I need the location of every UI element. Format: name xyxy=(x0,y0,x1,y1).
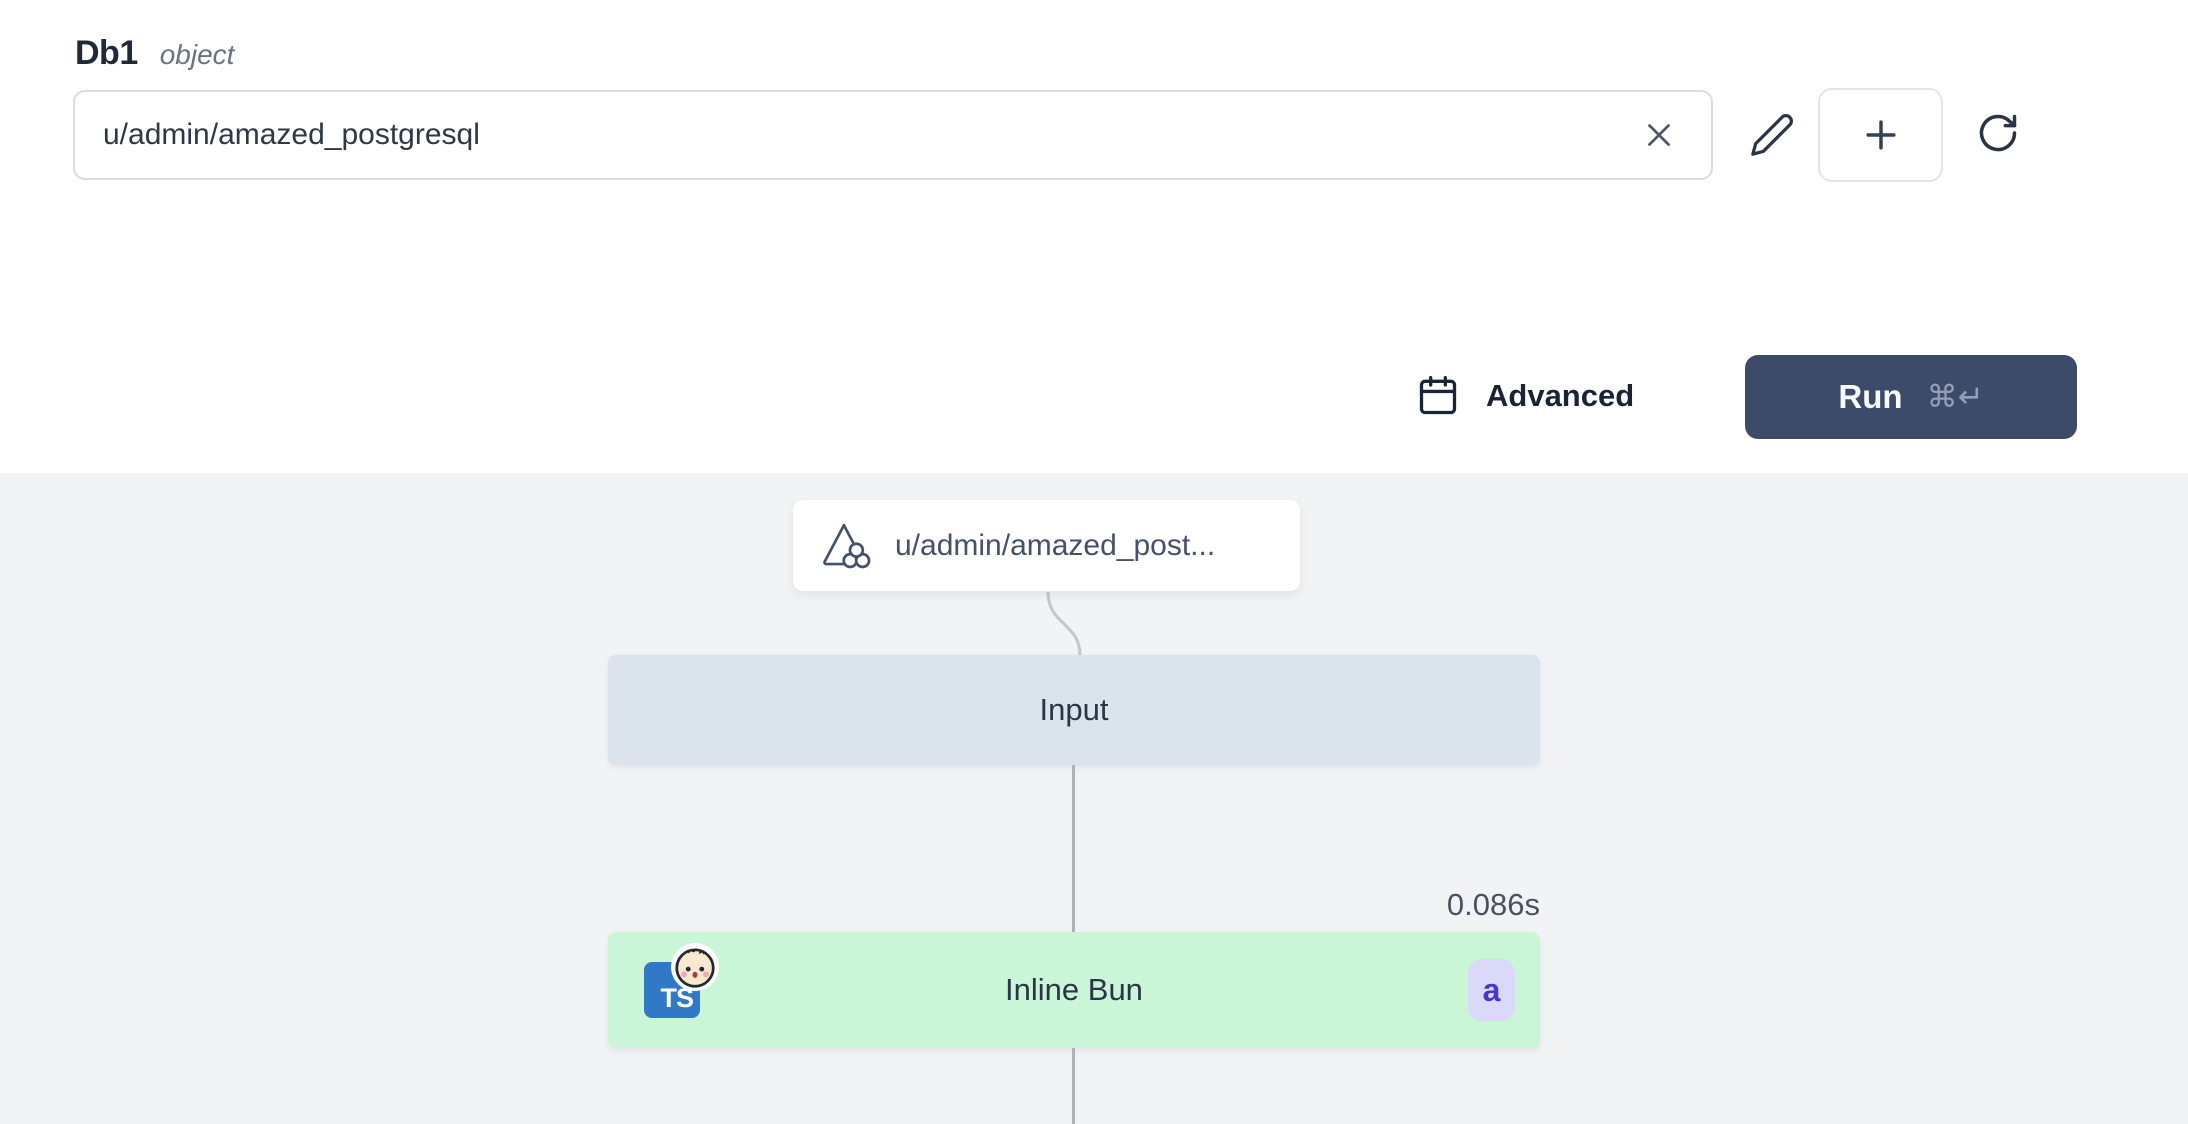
input-node-label: Input xyxy=(1039,692,1109,727)
rotate-cw-icon xyxy=(1976,111,2020,155)
inline-bun-node[interactable]: TS Inline Bun a xyxy=(608,932,1540,1048)
run-label: Run xyxy=(1838,378,1903,415)
step-id-badge: a xyxy=(1468,959,1515,1021)
clear-resource-button[interactable] xyxy=(1629,105,1689,165)
run-shortcut-hint: ⌘↵ xyxy=(1926,379,1984,415)
refresh-button[interactable] xyxy=(1962,97,2034,169)
input-node[interactable]: Input xyxy=(608,655,1540,765)
add-resource-button[interactable] xyxy=(1818,88,1943,182)
inline-bun-node-label: Inline Bun xyxy=(1005,972,1143,1007)
resource-node[interactable]: u/admin/amazed_post... xyxy=(793,500,1300,591)
edit-resource-button[interactable] xyxy=(1736,99,1808,171)
argument-type: object xyxy=(159,39,235,70)
advanced-button[interactable]: Advanced xyxy=(1416,356,1634,436)
resource-node-label: u/admin/amazed_post... xyxy=(895,528,1216,562)
resource-pyramid-icon xyxy=(819,520,873,572)
pencil-icon xyxy=(1749,112,1795,158)
resource-field-wrap xyxy=(73,90,1713,180)
argument-name: Db1 xyxy=(75,34,138,72)
run-button[interactable]: Run ⌘↵ xyxy=(1745,355,2077,439)
resource-path-input[interactable] xyxy=(73,90,1713,180)
step-duration: 0.086s xyxy=(1446,887,1540,922)
edge-input-to-step xyxy=(1072,765,1075,932)
x-icon xyxy=(1640,116,1678,154)
flow-canvas[interactable]: u/admin/amazed_post... Input 0.086s TS I… xyxy=(0,473,2188,1124)
bun-icon xyxy=(670,942,720,992)
advanced-label: Advanced xyxy=(1486,378,1635,413)
edge-step-to-next xyxy=(1072,1048,1075,1124)
calendar-icon xyxy=(1416,374,1460,418)
plus-icon xyxy=(1859,113,1903,157)
argument-header: Db1 object xyxy=(75,34,234,73)
